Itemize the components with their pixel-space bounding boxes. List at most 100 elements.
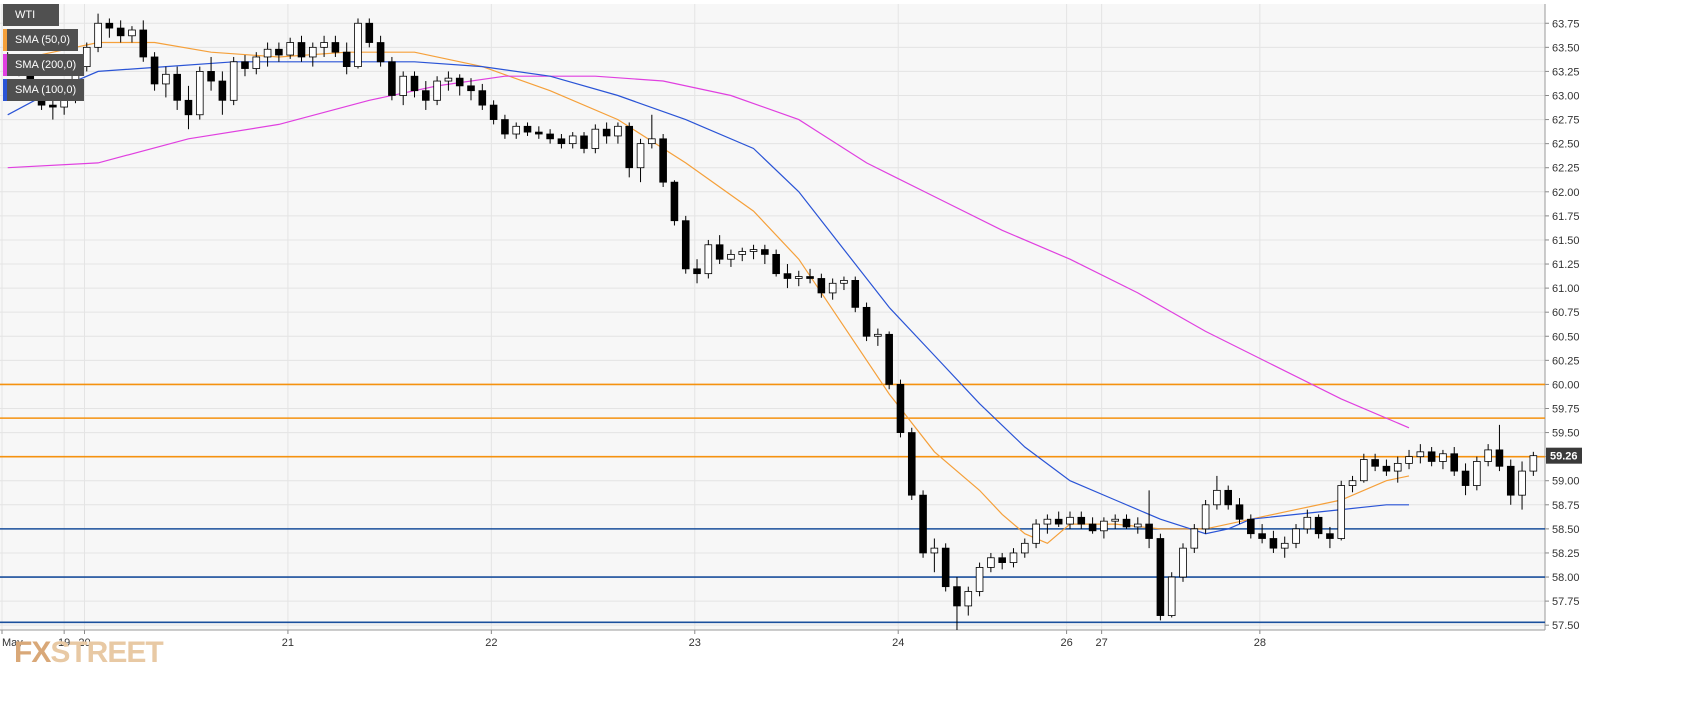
candle [365, 18, 374, 48]
candle [1088, 517, 1097, 534]
sma-line [7, 75, 1410, 429]
candle-body [557, 138, 566, 145]
candle-body [1292, 528, 1300, 544]
candle-body [828, 282, 837, 294]
candle [851, 276, 860, 313]
candle [286, 37, 294, 59]
candle-body [1371, 459, 1379, 467]
y-tick-label: 59.00 [1552, 476, 1580, 488]
candle-body [1269, 538, 1278, 549]
candle-body [1495, 449, 1504, 467]
candle [1484, 444, 1492, 467]
candle-body [1427, 451, 1436, 462]
legend-swatch [3, 54, 7, 76]
candle [1518, 461, 1526, 510]
candle-body [1405, 456, 1413, 464]
legend: WTI SMA (50,0) SMA (200,0) SMA (100,0) [3, 4, 85, 104]
y-tick-label: 57.50 [1552, 620, 1580, 632]
candle [467, 78, 475, 101]
candle [693, 259, 701, 284]
candle [862, 302, 871, 342]
candle-body [376, 42, 385, 63]
legend-item-sma50[interactable]: SMA (50,0) [3, 29, 84, 51]
candle-body [173, 73, 181, 101]
candle-body [1213, 489, 1221, 506]
candle-body [128, 29, 136, 37]
candle-body [1145, 523, 1153, 539]
candle [1303, 509, 1312, 534]
x-tick-label: 21 [282, 637, 294, 649]
candle-body [1382, 465, 1391, 472]
candle-body [229, 61, 238, 101]
candle [489, 100, 498, 125]
current-price-tag [1546, 447, 1582, 464]
candle [523, 122, 532, 136]
candle [1529, 451, 1538, 476]
candle [252, 52, 261, 75]
candle [749, 244, 758, 260]
candle-body [1077, 516, 1086, 525]
candle-body [693, 268, 701, 275]
candle [1020, 538, 1029, 558]
candle-body [320, 42, 328, 48]
candle [399, 71, 407, 106]
candle [150, 52, 159, 91]
candle-body [162, 73, 170, 85]
candle-body [851, 280, 860, 308]
candle-body [207, 71, 215, 82]
candle-body [1122, 518, 1131, 528]
candle [681, 215, 690, 274]
candle-body [489, 104, 498, 120]
x-tick-label: 22 [485, 637, 497, 649]
candle [1416, 444, 1425, 464]
legend-item-symbol[interactable]: WTI [3, 4, 84, 26]
candle-body [139, 29, 148, 58]
candle [455, 74, 464, 96]
candle [410, 71, 419, 98]
candle-body [941, 547, 950, 588]
candle [580, 132, 588, 154]
candle [1450, 447, 1459, 476]
candle-body [1518, 470, 1526, 496]
candle [1280, 536, 1289, 558]
candle-body [49, 104, 57, 108]
legend-item-sma100[interactable]: SMA (100,0) [3, 79, 85, 101]
candle-body [919, 494, 927, 554]
candle [331, 35, 340, 57]
candle [1032, 519, 1040, 549]
candle [1360, 453, 1368, 483]
candle-body [1032, 523, 1040, 544]
candle-body [1134, 523, 1142, 528]
candle-body [1326, 533, 1334, 539]
candle-body [772, 253, 780, 275]
candle [1077, 511, 1086, 529]
candle [670, 180, 679, 226]
y-tick-label: 60.50 [1552, 331, 1580, 343]
x-tick-label: 23 [689, 637, 701, 649]
candle [1235, 498, 1244, 525]
candle-body [817, 278, 826, 294]
x-tick-label: 20 [78, 637, 90, 649]
candle [308, 42, 317, 67]
candle-body [1009, 552, 1018, 563]
candle [94, 13, 102, 53]
candle-body [896, 384, 905, 433]
candle [840, 276, 848, 291]
candle-body [681, 220, 690, 270]
y-axis: 63.75 63.50 63.25 63.00 62.75 62.50 62.25 62.00… [1545, 18, 1580, 632]
candle [342, 42, 351, 75]
candle-body [354, 22, 362, 68]
candle-body [94, 22, 102, 48]
candle-body [388, 61, 396, 96]
candle [568, 132, 577, 149]
candle-body [806, 276, 814, 279]
candle-body [1100, 520, 1108, 532]
y-tick-label: 62.75 [1552, 115, 1580, 127]
y-tick-label: 63.75 [1552, 18, 1580, 30]
candle [1337, 480, 1346, 541]
candle [625, 122, 634, 178]
candle-body [1179, 547, 1187, 578]
candle [659, 134, 667, 187]
candle-body [783, 273, 792, 279]
legend-item-sma200[interactable]: SMA (200,0) [3, 54, 85, 76]
